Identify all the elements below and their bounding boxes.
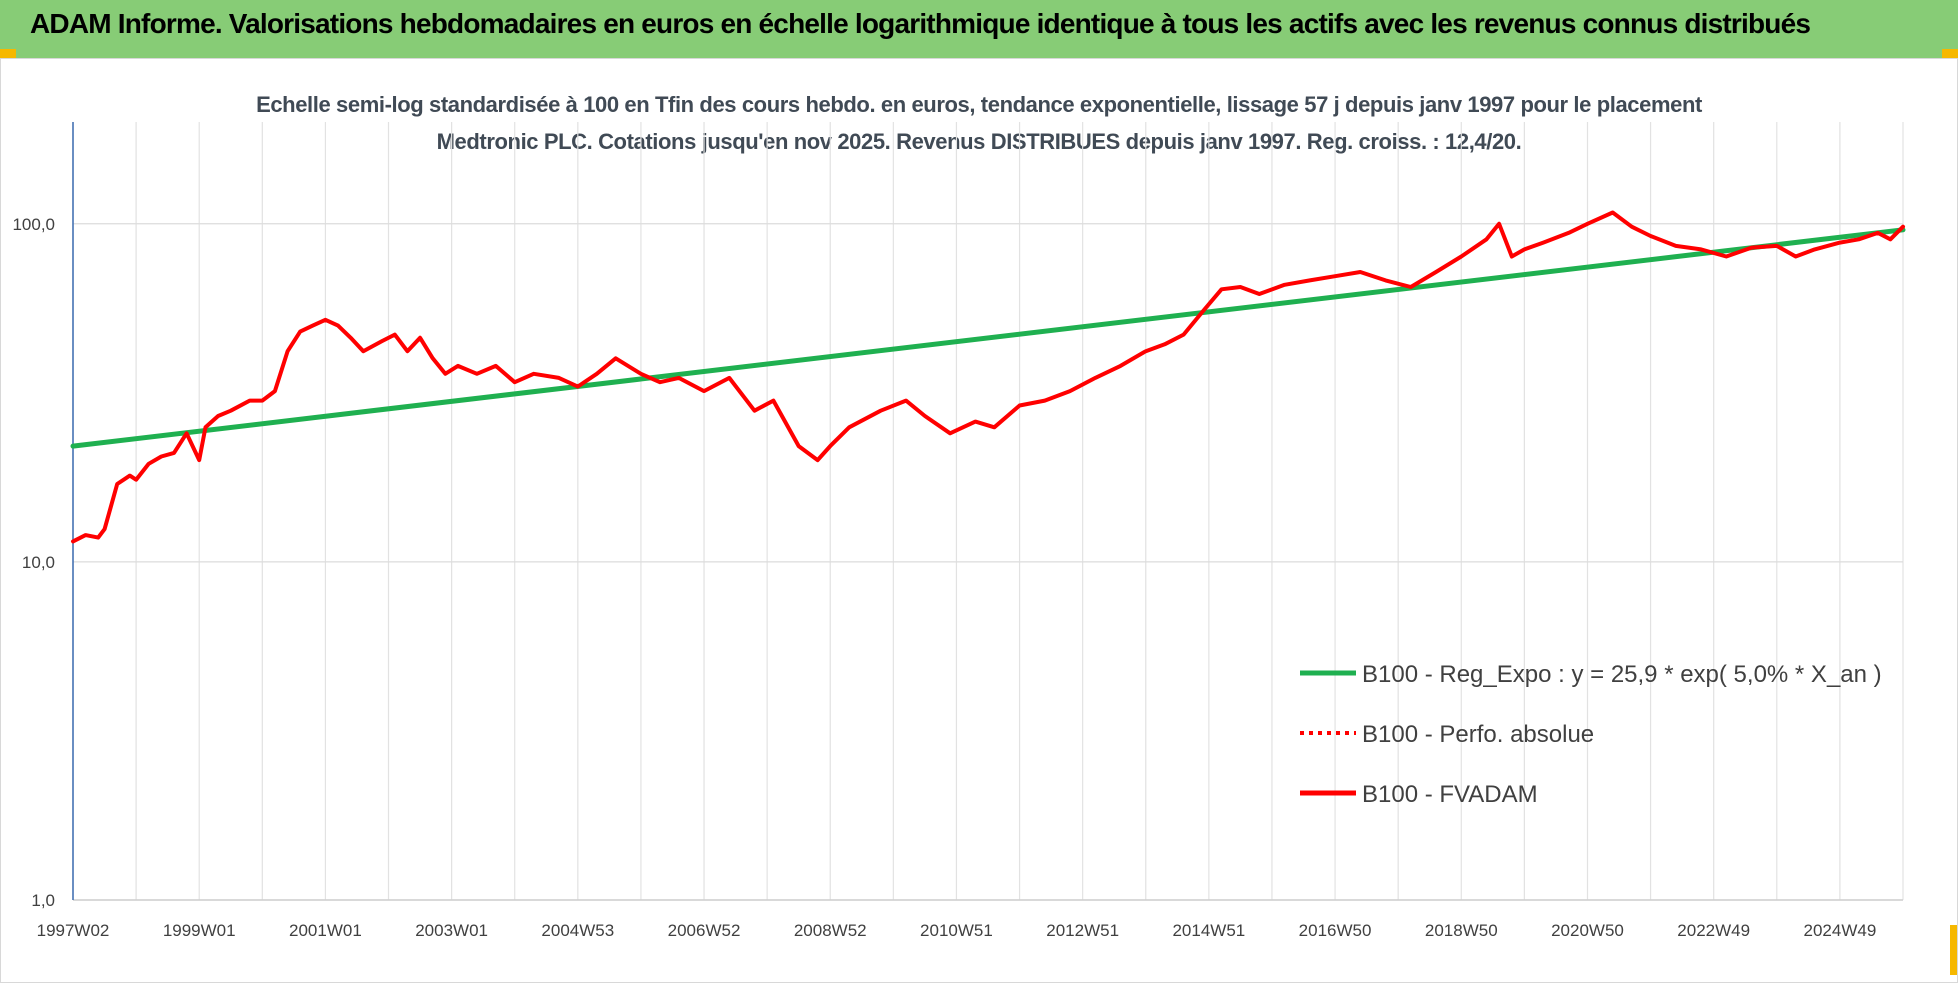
x-tick-label: 2022W49 — [1677, 921, 1750, 940]
x-tick-label: 2004W53 — [541, 921, 614, 940]
x-tick-label: 2012W51 — [1046, 921, 1119, 940]
corner-marker — [1942, 49, 1958, 59]
banner-title: ADAM Informe. Valorisations hebdomadaire… — [30, 8, 1811, 39]
x-tick-label: 2018W50 — [1425, 921, 1498, 940]
series-line-reg-expo — [70, 227, 1906, 449]
grid-lines — [72, 122, 1904, 901]
series-lines — [70, 210, 1906, 544]
x-tick-label: 2010W51 — [920, 921, 993, 940]
x-tick-label: 1997W02 — [37, 921, 110, 940]
x-tick-label: 2003W01 — [415, 921, 488, 940]
x-tick-label: 2006W52 — [668, 921, 741, 940]
legend-label: B100 - Perfo. absolue — [1362, 721, 1594, 748]
x-tick-label: 2016W50 — [1299, 921, 1372, 940]
corner-marker — [0, 49, 16, 59]
x-tick-label: 2020W50 — [1551, 921, 1624, 940]
title-banner: ADAM Informe. Valorisations hebdomadaire… — [0, 0, 1958, 58]
x-tick-label: 2014W51 — [1172, 921, 1245, 940]
legend: B100 - Reg_Expo : y = 25,9 * exp( 5,0% *… — [1300, 661, 1882, 808]
corner-marker — [1950, 925, 1958, 975]
x-tick-label: 2008W52 — [794, 921, 867, 940]
series-line-fvadam — [71, 210, 1905, 544]
axes: 1,0 10,0 100,0 1997W02 1999W01 2001W01 2003W01… — [12, 122, 1903, 940]
y-tick-label: 1,0 — [31, 891, 55, 910]
x-tick-label: 1999W01 — [163, 921, 236, 940]
chart-title: Echelle semi-log standardisée à 100 en T… — [256, 92, 1702, 154]
x-tick-label: 2024W49 — [1804, 921, 1877, 940]
x-tick-label: 2001W01 — [289, 921, 362, 940]
legend-label: B100 - FVADAM — [1362, 781, 1538, 808]
y-tick-label: 100,0 — [12, 215, 55, 234]
legend-label: B100 - Reg_Expo : y = 25,9 * exp( 5,0% *… — [1362, 661, 1882, 688]
y-tick-label: 10,0 — [22, 553, 55, 572]
